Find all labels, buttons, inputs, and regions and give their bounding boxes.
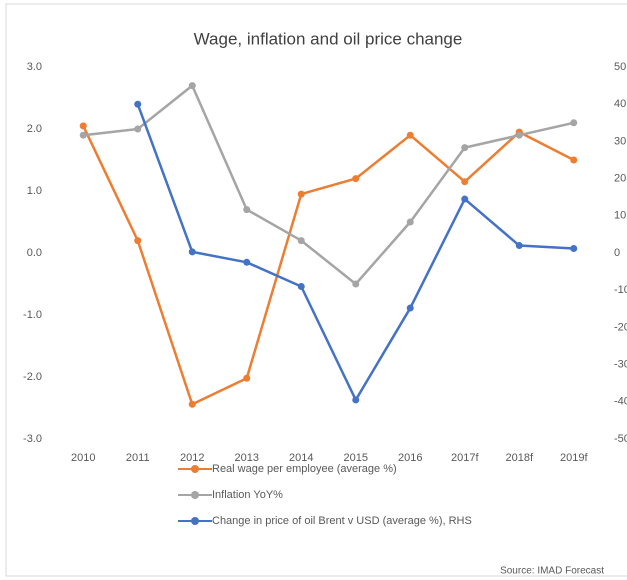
series-line <box>136 103 574 402</box>
y2-tick-label: -20 <box>614 321 627 333</box>
x-tick-label: 2012 <box>180 452 204 464</box>
x-tick-label: 2018f <box>505 452 533 464</box>
legend-swatch <box>178 514 212 528</box>
data-point <box>134 125 142 133</box>
y-tick-label: 1.0 <box>27 185 42 197</box>
data-point <box>134 237 142 245</box>
x-tick-label: 2010 <box>71 452 95 464</box>
data-point <box>406 304 414 312</box>
y2-tick-label: 20 <box>614 173 626 185</box>
data-point <box>188 400 196 408</box>
data-point <box>134 100 142 108</box>
source: Source: IMAD Forecast <box>500 566 604 577</box>
y2-tick-label: -10 <box>614 284 627 296</box>
data-point <box>461 144 469 152</box>
legend-swatch <box>178 462 212 476</box>
legend-label: Inflation YoY% <box>212 489 283 501</box>
x-tick-label: 2013 <box>235 452 259 464</box>
y2-tick-label: -40 <box>614 396 627 408</box>
data-point <box>352 396 360 404</box>
data-point <box>570 156 578 164</box>
data-point <box>188 82 196 90</box>
y2-tick-label: 10 <box>614 210 626 222</box>
y-tick-label: -3.0 <box>23 433 42 445</box>
data-point <box>406 218 414 226</box>
data-point <box>461 178 469 186</box>
legend-label: Real wage per employee (average %) <box>212 463 397 475</box>
data-point <box>243 206 251 214</box>
y2-tick-label: 40 <box>614 98 626 110</box>
x-tick-label: 2019f <box>560 452 588 464</box>
data-point <box>297 282 305 290</box>
data-point <box>515 131 523 139</box>
y2-tick-label: -30 <box>614 359 627 371</box>
data-point <box>188 248 196 256</box>
y-tick-label: 2.0 <box>27 123 42 135</box>
data-point <box>352 175 360 183</box>
data-point <box>406 131 414 139</box>
legend-item: Real wage per employee (average %) <box>178 462 498 476</box>
series-line <box>83 84 575 286</box>
data-point <box>79 122 87 130</box>
x-tick-label: 2011 <box>126 452 150 464</box>
y2-tick-label: -50 <box>614 433 627 445</box>
data-point <box>570 245 578 253</box>
x-tick-label: 2014 <box>289 452 313 464</box>
data-point <box>461 195 469 203</box>
legend-item: Change in price of oil Brent v USD (aver… <box>178 514 498 528</box>
y-tick-label: -2.0 <box>23 371 42 383</box>
legend-swatch <box>178 488 212 502</box>
y2-tick-label: 0 <box>614 247 620 259</box>
y-tick-label: 0.0 <box>27 247 42 259</box>
data-point <box>243 374 251 382</box>
y-tick-label: -1.0 <box>23 309 42 321</box>
x-tick-label: 2016 <box>398 452 422 464</box>
data-point <box>570 119 578 127</box>
chart-border <box>5 3 627 577</box>
chart-title: Wage, inflation and oil price change <box>194 29 463 48</box>
data-point <box>297 237 305 245</box>
y-tick-label: 3.0 <box>27 61 42 73</box>
y2-tick-label: 30 <box>614 135 626 147</box>
legend: Real wage per employee (average %) Inflat… <box>178 462 498 540</box>
series-line <box>82 125 575 406</box>
data-point <box>243 258 251 266</box>
legend-item: Inflation YoY% <box>178 488 498 502</box>
data-point <box>352 280 360 288</box>
y2-tick-label: 50 <box>614 61 626 73</box>
legend-label: Change in price of oil Brent v USD (aver… <box>212 515 472 527</box>
data-point <box>79 131 87 139</box>
data-point <box>515 242 523 250</box>
x-tick-label: 2017f <box>451 452 479 464</box>
x-tick-label: 2015 <box>344 452 368 464</box>
data-point <box>297 190 305 198</box>
